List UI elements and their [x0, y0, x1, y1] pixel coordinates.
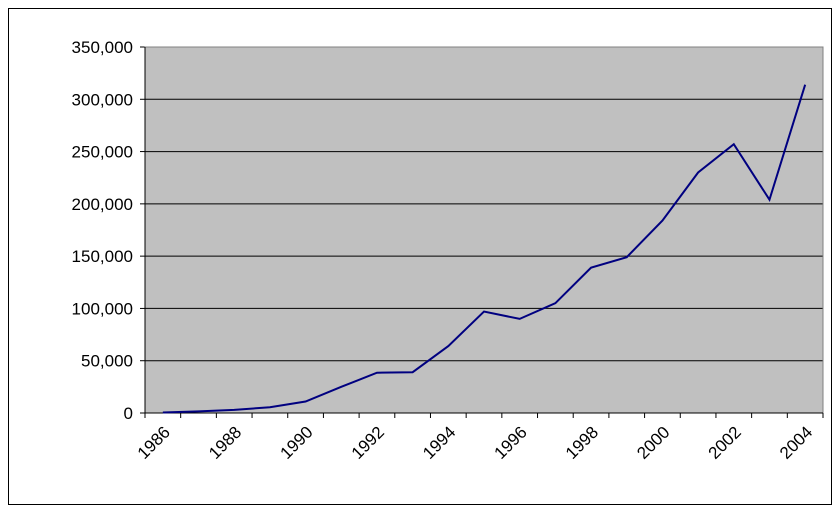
- line-series: [162, 84, 807, 414]
- y-tick-label: 100,000: [72, 299, 133, 318]
- y-tick-label: 250,000: [72, 143, 133, 162]
- y-tick-label: 0: [124, 404, 133, 423]
- y-tick-label: 200,000: [72, 195, 133, 214]
- y-tick-label: 150,000: [72, 247, 133, 266]
- plot-area: [145, 47, 823, 413]
- y-tick-label: 300,000: [72, 90, 133, 109]
- y-tick-label: 350,000: [72, 38, 133, 57]
- y-tick-label: 50,000: [81, 352, 133, 371]
